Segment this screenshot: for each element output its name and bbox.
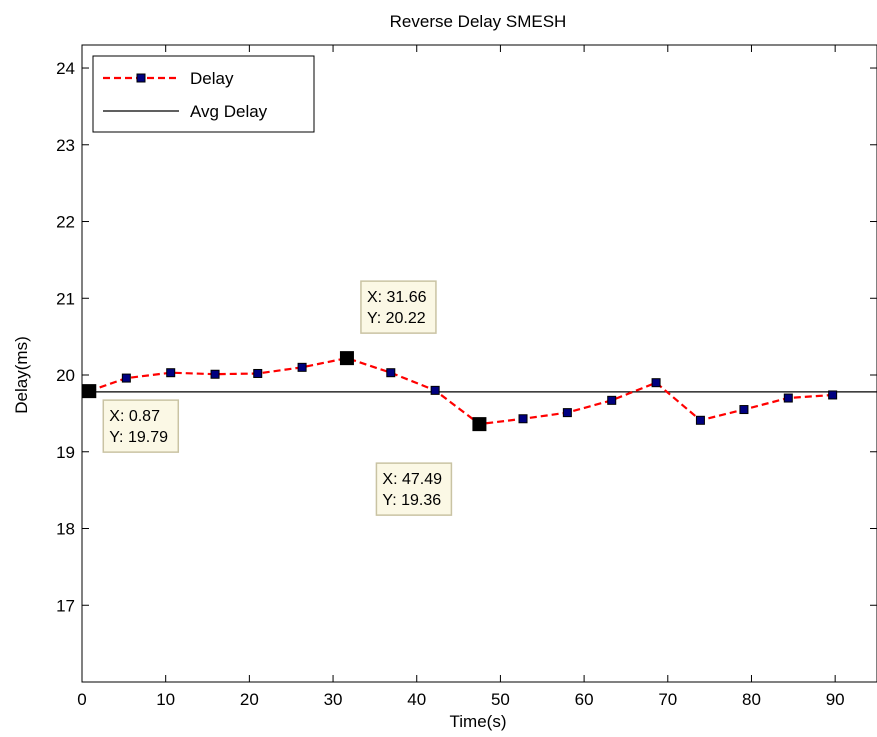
y-axis-label: Delay(ms)	[12, 336, 31, 413]
delay-point	[339, 351, 354, 366]
y-tick-label: 21	[56, 289, 75, 308]
datatips: X: 0.87 Y: 19.79 X: 31.66 Y: 20.22 X: 47.49 Y…	[102, 280, 453, 516]
x-tick-label: 0	[77, 690, 86, 709]
legend-box	[92, 55, 315, 133]
delay-point	[607, 395, 617, 405]
x-tick-label: 20	[240, 690, 259, 709]
y-tick-label: 23	[56, 136, 75, 155]
delay-point	[651, 378, 661, 388]
datatip-x-label: X: 31.66	[367, 289, 427, 306]
datatip-x-label: X: 47.49	[382, 471, 442, 488]
delay-point	[739, 405, 749, 415]
delay-point	[386, 368, 396, 378]
x-axis-label: Time(s)	[450, 712, 507, 731]
plot-area	[81, 44, 877, 683]
delay-point	[121, 373, 131, 383]
delay-point	[166, 368, 176, 378]
delay-point	[82, 384, 97, 399]
chart-title: Reverse Delay SMESH	[390, 12, 567, 31]
legend-delay-marker	[136, 73, 146, 83]
axes: 0 10 20 30 40 50 60 70 80 90 17 18 19 20 21 22 23 24	[56, 45, 877, 709]
y-tick-label: 19	[56, 443, 75, 462]
x-tick-label: 80	[742, 690, 761, 709]
x-tick-label: 70	[658, 690, 677, 709]
delay-point	[210, 369, 220, 379]
x-tick-label: 10	[156, 690, 175, 709]
y-tick-label: 18	[56, 520, 75, 539]
y-tick-label: 22	[56, 213, 75, 232]
delay-series	[82, 351, 838, 432]
y-tick-label: 17	[56, 596, 75, 615]
datatip-y-label: Y: 20.22	[367, 310, 426, 327]
legend-avg-label: Avg Delay	[190, 102, 268, 121]
delay-point	[297, 362, 307, 372]
y-tick-label: 24	[56, 59, 75, 78]
delay-point	[472, 417, 487, 432]
x-tick-label: 60	[575, 690, 594, 709]
delay-point	[783, 393, 793, 403]
datatip-box	[375, 462, 453, 516]
datatip-y-label: Y: 19.79	[109, 429, 168, 446]
x-tick-label: 90	[826, 690, 845, 709]
delay-point	[828, 390, 838, 400]
delay-point	[695, 415, 705, 425]
x-tick-label: 50	[491, 690, 510, 709]
delay-point	[253, 368, 263, 378]
datatip-x-label: X: 0.87	[109, 408, 160, 425]
delay-point	[518, 414, 528, 424]
y-tick-label: 20	[56, 366, 75, 385]
datatip-box	[102, 399, 180, 453]
legend-delay-label: Delay	[190, 69, 234, 88]
delay-point	[430, 385, 440, 395]
legend: Delay Avg Delay	[92, 55, 315, 133]
datatip-box	[360, 280, 437, 334]
delay-point	[562, 408, 572, 418]
datatip-y-label: Y: 19.36	[382, 492, 441, 509]
x-tick-label: 30	[324, 690, 343, 709]
x-tick-label: 40	[407, 690, 426, 709]
